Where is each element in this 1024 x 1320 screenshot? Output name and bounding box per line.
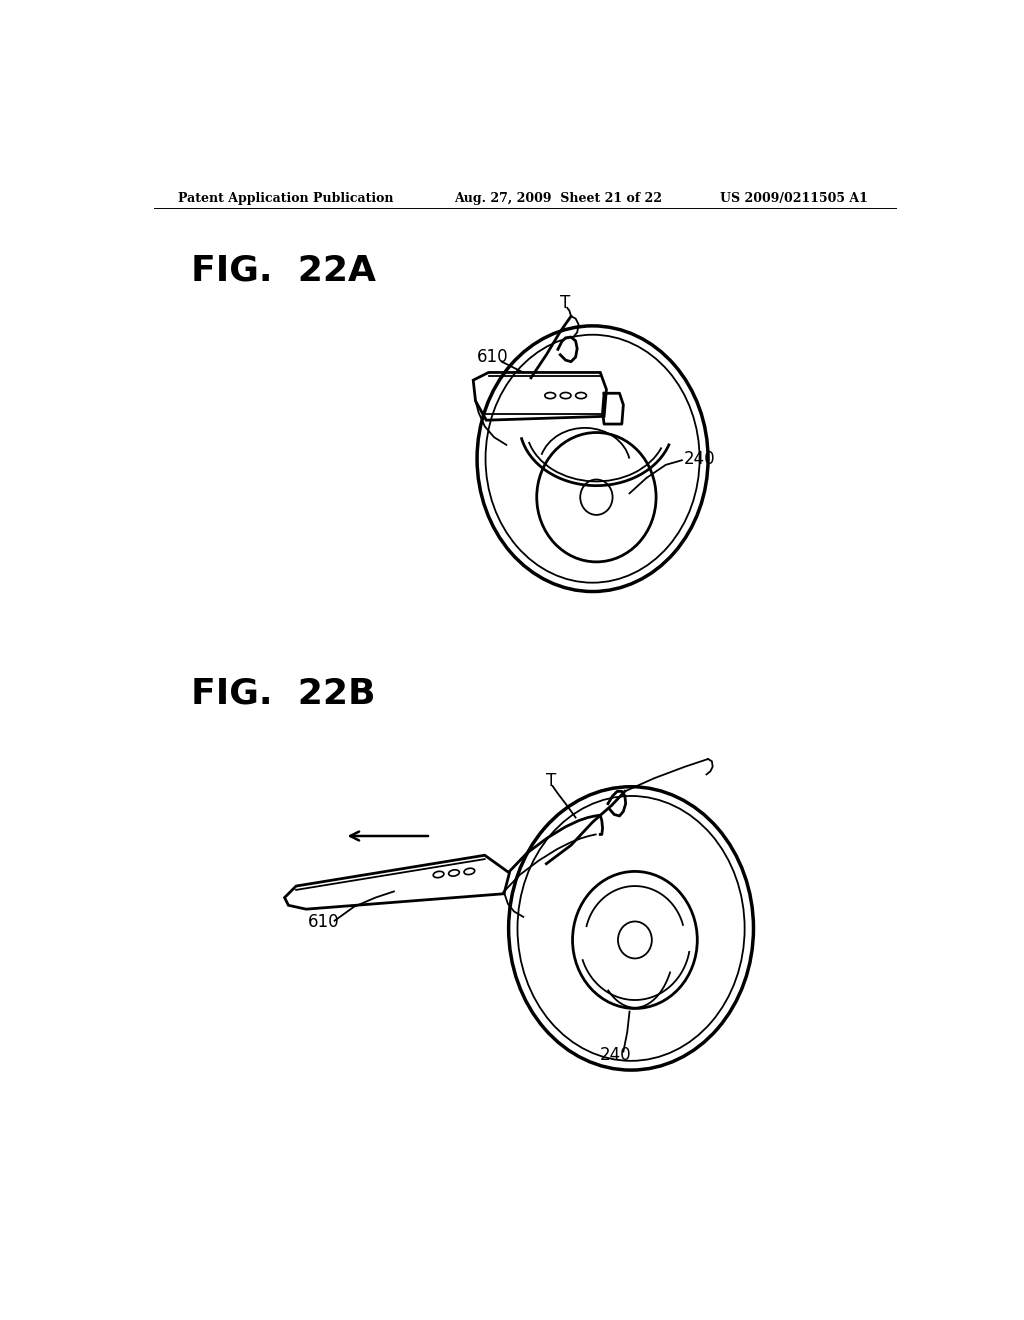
Text: T: T	[560, 294, 570, 312]
Text: FIG.  22B: FIG. 22B	[190, 677, 375, 710]
Text: T: T	[546, 772, 556, 789]
Text: Patent Application Publication: Patent Application Publication	[178, 191, 394, 205]
Text: 240: 240	[600, 1047, 632, 1064]
Text: 240: 240	[683, 450, 715, 467]
Text: Aug. 27, 2009  Sheet 21 of 22: Aug. 27, 2009 Sheet 21 of 22	[454, 191, 662, 205]
Text: FIG.  22A: FIG. 22A	[190, 253, 376, 286]
Text: 610: 610	[477, 348, 509, 366]
Text: 610: 610	[307, 913, 339, 931]
Text: US 2009/0211505 A1: US 2009/0211505 A1	[720, 191, 868, 205]
